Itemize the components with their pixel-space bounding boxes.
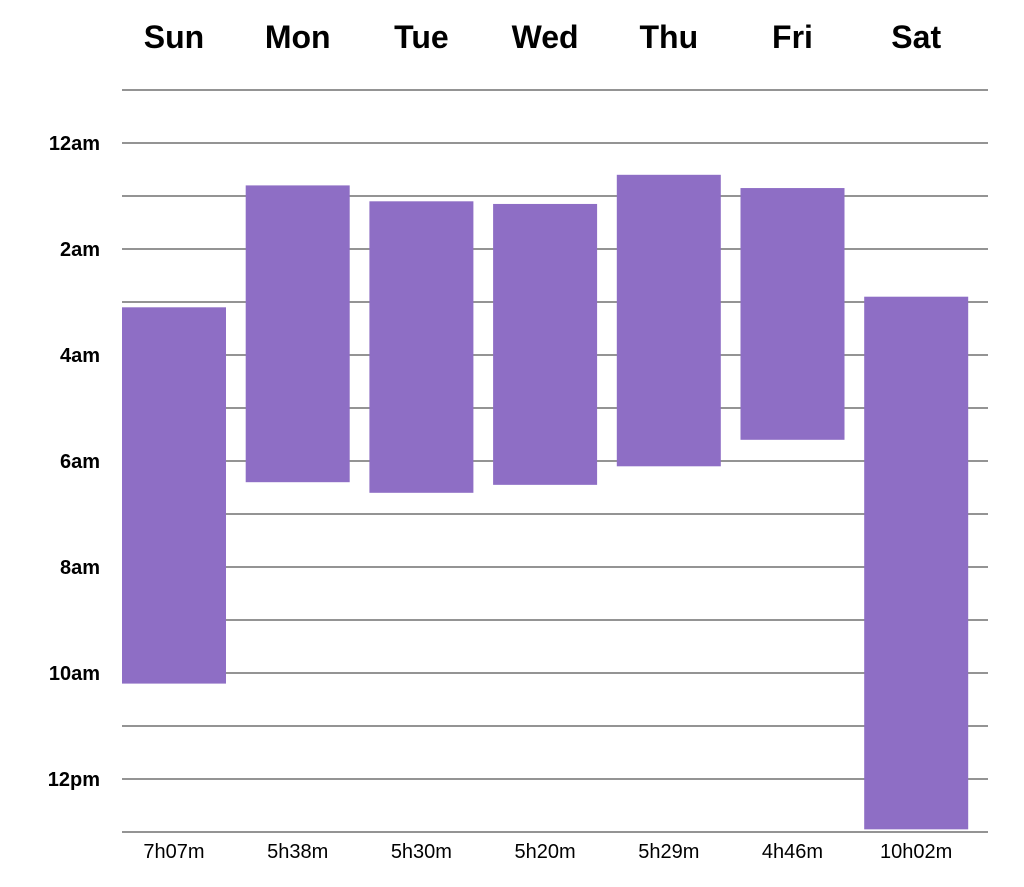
day-label-sun: Sun	[144, 19, 204, 55]
bars	[122, 174, 969, 830]
duration-label-sat: 10h02m	[880, 841, 952, 863]
duration-label-fri: 4h46m	[762, 841, 823, 863]
bar-tue	[369, 201, 474, 493]
bar-thu	[616, 174, 721, 467]
y-tick-label: 12pm	[48, 769, 100, 791]
bar-fri	[740, 188, 845, 440]
duration-label-wed: 5h20m	[515, 841, 576, 863]
duration-label-mon: 5h38m	[267, 841, 328, 863]
y-axis-tick-labels: 12am 2am 4am 6am 8am 10am 12pm	[48, 133, 100, 791]
duration-labels: 7h07m 5h38m 5h30m 5h20m 5h29m 4h46m 10h02m	[143, 841, 952, 863]
day-label-tue: Tue	[394, 19, 449, 55]
y-tick-label: 8am	[60, 557, 100, 579]
y-tick-label: 10am	[49, 663, 100, 685]
day-label-thu: Thu	[639, 19, 698, 55]
bar-sun	[122, 307, 226, 684]
bar-sat	[864, 296, 969, 830]
y-tick-label: 6am	[60, 451, 100, 473]
day-label-fri: Fri	[772, 19, 813, 55]
duration-label-thu: 5h29m	[638, 841, 699, 863]
y-tick-label: 12am	[49, 133, 100, 155]
day-label-sat: Sat	[891, 19, 941, 55]
day-label-wed: Wed	[512, 19, 579, 55]
day-label-mon: Mon	[265, 19, 331, 55]
bar-mon	[245, 185, 350, 483]
y-tick-label: 2am	[60, 239, 100, 261]
bar-wed	[493, 203, 598, 485]
duration-label-sun: 7h07m	[143, 841, 204, 863]
day-labels: Sun Mon Tue Wed Thu Fri Sat	[144, 19, 942, 55]
y-tick-label: 4am	[60, 345, 100, 367]
duration-label-tue: 5h30m	[391, 841, 452, 863]
